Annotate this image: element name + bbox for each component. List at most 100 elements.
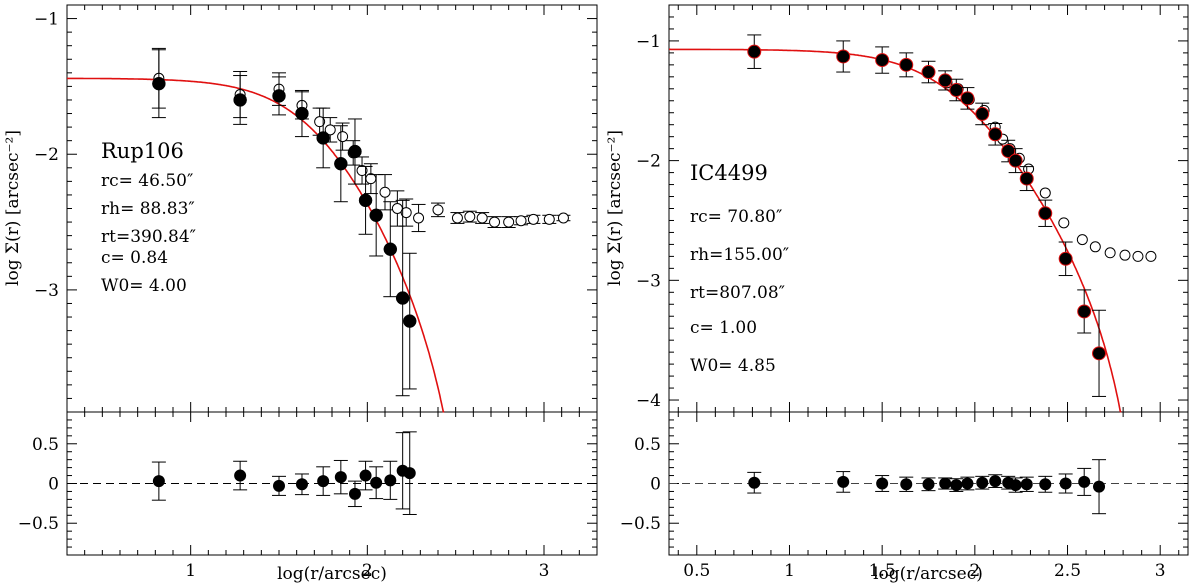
open-data-point [356, 165, 368, 177]
residual-point [295, 478, 308, 491]
open-data-point [543, 213, 555, 225]
residual-point [1078, 475, 1091, 488]
king-model-curve [67, 77, 445, 413]
rt-label: rt=390.84″ [101, 227, 196, 247]
filled-data-point [334, 156, 348, 171]
rc-label: rc= 70.80″ [690, 207, 782, 227]
filled-data-point [1008, 153, 1023, 168]
rh-label: rh=155.00″ [690, 245, 789, 265]
filled-data-point [899, 57, 914, 72]
residual-point [403, 467, 416, 480]
y-tick-label: −3 [34, 281, 59, 301]
filled-data-point [1038, 206, 1053, 221]
x-tick-label: 3 [539, 561, 550, 581]
open-data-point [515, 215, 527, 227]
x-tick-label: 2 [362, 561, 373, 581]
filled-data-point [975, 106, 990, 121]
filled-data-point [272, 89, 286, 103]
residual-point [961, 477, 974, 490]
filled-data-point [1077, 304, 1092, 319]
open-data-point [337, 131, 349, 143]
residual-point [900, 478, 913, 491]
filled-data-point [747, 44, 762, 59]
data-layer [669, 34, 1188, 515]
open-data-point [557, 212, 569, 224]
concentration-label: c= 1.00 [690, 318, 757, 338]
filled-data-point [1019, 171, 1034, 186]
open-data-point [1089, 241, 1101, 253]
open-data-point [1058, 217, 1070, 229]
y-tick-label: −1 [34, 10, 59, 30]
residual-point [876, 477, 889, 490]
open-data-point [451, 212, 463, 224]
rt-label: rt=807.08″ [690, 283, 785, 303]
residual-point [317, 475, 330, 488]
filled-data-point [960, 91, 975, 106]
open-data-point [489, 216, 501, 228]
w0-label: W0= 4.85 [690, 356, 776, 376]
filled-data-point [875, 53, 890, 68]
filled-data-point [921, 65, 936, 80]
resid-tick-label: −0.5 [620, 514, 661, 534]
filled-data-point [233, 93, 247, 107]
residual-point [1093, 480, 1106, 493]
open-data-point [1104, 247, 1116, 259]
open-data-point [1145, 250, 1157, 262]
filled-data-point [1092, 346, 1107, 361]
filled-data-point [358, 193, 373, 208]
y-tick-label: −3 [636, 271, 661, 291]
residual-point [384, 474, 397, 487]
panel-rup106: 1 2 3 −1 −2 −3 0.5 0 −0.5 Rup106 rc= 46.50″ rh= … [3, 4, 598, 583]
y-tick-label: −2 [636, 152, 661, 172]
axis-ticks: 0.5 1 1.5 2 2.5 3 −1 −2 −3 −4 0.5 0 −0.5 [620, 4, 1188, 581]
filled-data-point [152, 76, 166, 91]
residual-point [348, 487, 361, 500]
resid-tick-label: 0.5 [634, 435, 661, 455]
open-data-point [527, 213, 539, 225]
open-data-point [365, 173, 377, 185]
x-tick-label: 2 [969, 561, 980, 581]
y-tick-label: −2 [34, 145, 59, 165]
filled-data-point [383, 242, 398, 256]
w0-label: W0= 4.00 [101, 276, 187, 296]
filled-data-point [949, 82, 964, 97]
resid-tick-label: 0 [650, 475, 661, 495]
panel-ic4499: 0.5 1 1.5 2 2.5 3 −1 −2 −3 −4 0.5 0 −0.5 IC4499 rc= … [605, 4, 1189, 583]
resid-tick-label: 0.5 [32, 435, 59, 455]
residual-point [1039, 478, 1052, 491]
resid-tick-label: 0 [48, 475, 59, 495]
x-tick-label: 1 [784, 561, 795, 581]
residual-point [359, 469, 372, 482]
open-data-point [379, 186, 391, 198]
cluster-name-label: IC4499 [690, 161, 768, 185]
open-data-point [432, 204, 444, 216]
residual-point [1009, 479, 1022, 492]
x-axis-label: log(r/arcsec) [873, 564, 983, 583]
residual-point [152, 475, 165, 488]
filled-data-point [395, 291, 410, 305]
filled-data-point [836, 49, 851, 64]
y-axis-label: log Σ(r) [arcsec⁻²] [3, 130, 23, 286]
open-data-point [324, 124, 336, 136]
open-data-point [503, 216, 515, 228]
residual-point [370, 476, 383, 489]
filled-data-point [988, 127, 1003, 142]
open-data-point [1132, 250, 1144, 262]
x-tick-label: 1 [185, 561, 196, 581]
filled-data-point [316, 131, 330, 145]
x-tick-label: 1.5 [869, 561, 896, 581]
filled-data-point [402, 314, 417, 328]
residual-point [922, 478, 935, 491]
residual-point [748, 476, 761, 489]
x-tick-label: 2.5 [1054, 561, 1081, 581]
y-tick-label: −1 [636, 32, 661, 52]
residual-point [939, 477, 952, 490]
y-tick-label: −4 [636, 391, 661, 411]
open-data-point [314, 116, 326, 128]
open-data-point [413, 212, 425, 224]
rh-label: rh= 88.83″ [101, 199, 195, 219]
open-data-point [1076, 234, 1088, 246]
rc-label: rc= 46.50″ [101, 171, 193, 191]
filled-data-point [1058, 251, 1073, 266]
filled-data-point [938, 73, 953, 88]
